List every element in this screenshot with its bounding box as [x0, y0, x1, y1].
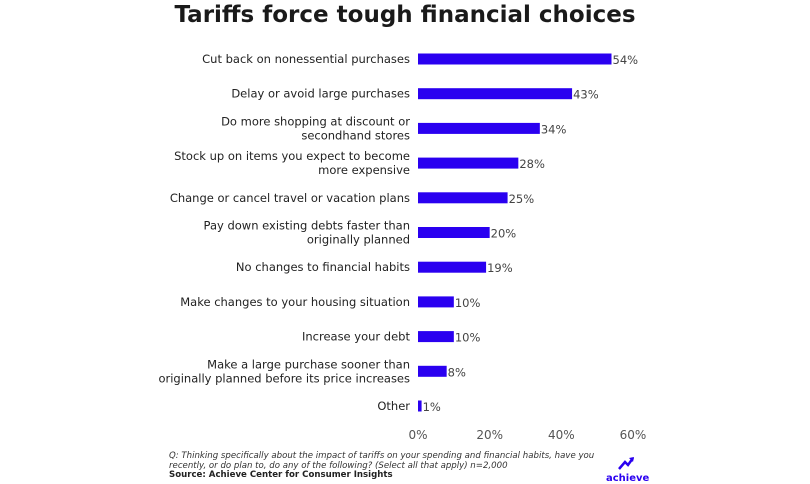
- logo-text: achieve: [606, 473, 650, 484]
- x-tick-label: 40%: [548, 428, 575, 442]
- category-label: No changes to financial habits: [236, 260, 410, 274]
- bar: [418, 331, 454, 343]
- bar: [418, 53, 612, 65]
- category-label: Other: [377, 399, 410, 413]
- chart-title: Tariffs force tough financial choices: [174, 2, 636, 28]
- value-label: 10%: [455, 296, 481, 310]
- category-label: Make a large purchase sooner than: [207, 357, 410, 371]
- achieve-logo-icon: [618, 457, 635, 470]
- category-label: Delay or avoid large purchases: [231, 87, 410, 101]
- value-label: 20%: [491, 227, 517, 241]
- category-label: more expensive: [318, 163, 410, 177]
- value-label: 54%: [613, 53, 639, 67]
- value-label: 8%: [448, 365, 466, 379]
- bar: [418, 88, 573, 100]
- bar: [418, 192, 508, 204]
- category-label: Increase your debt: [302, 330, 411, 344]
- category-label: Change or cancel travel or vacation plan…: [170, 191, 410, 205]
- bar: [418, 296, 454, 308]
- source-note: Source: Achieve Center for Consumer Insi…: [169, 470, 393, 480]
- value-label: 1%: [423, 400, 441, 414]
- bar: [418, 227, 490, 238]
- category-label: Cut back on nonessential purchases: [202, 52, 410, 66]
- value-label: 19%: [487, 261, 513, 275]
- x-tick-label: 60%: [620, 428, 647, 442]
- value-label: 43%: [573, 88, 599, 102]
- value-label: 25%: [509, 192, 535, 206]
- bar: [418, 157, 519, 169]
- bar: [418, 400, 422, 412]
- bar-chart: Cut back on nonessential purchases 54% Del…: [158, 52, 647, 442]
- value-label: 34%: [541, 122, 567, 136]
- category-label: Make changes to your housing situation: [180, 295, 410, 309]
- achieve-logo: achieve: [606, 455, 650, 484]
- x-tick-label: 0%: [408, 428, 427, 442]
- category-label: Stock up on items you expect to become: [174, 149, 410, 163]
- category-label: originally planned: [307, 233, 410, 247]
- category-label: secondhand stores: [301, 128, 410, 142]
- survey-question-note: Q: Thinking specifically about the impac…: [169, 451, 595, 471]
- x-tick-label: 20%: [476, 428, 503, 442]
- category-label: originally planned before its price incr…: [158, 371, 410, 385]
- bar: [418, 261, 487, 273]
- value-label: 28%: [519, 157, 545, 171]
- bar: [418, 365, 447, 377]
- bar: [418, 122, 540, 134]
- category-label: Do more shopping at discount or: [221, 114, 410, 128]
- value-label: 10%: [455, 331, 481, 345]
- category-label: Pay down existing debts faster than: [204, 219, 410, 233]
